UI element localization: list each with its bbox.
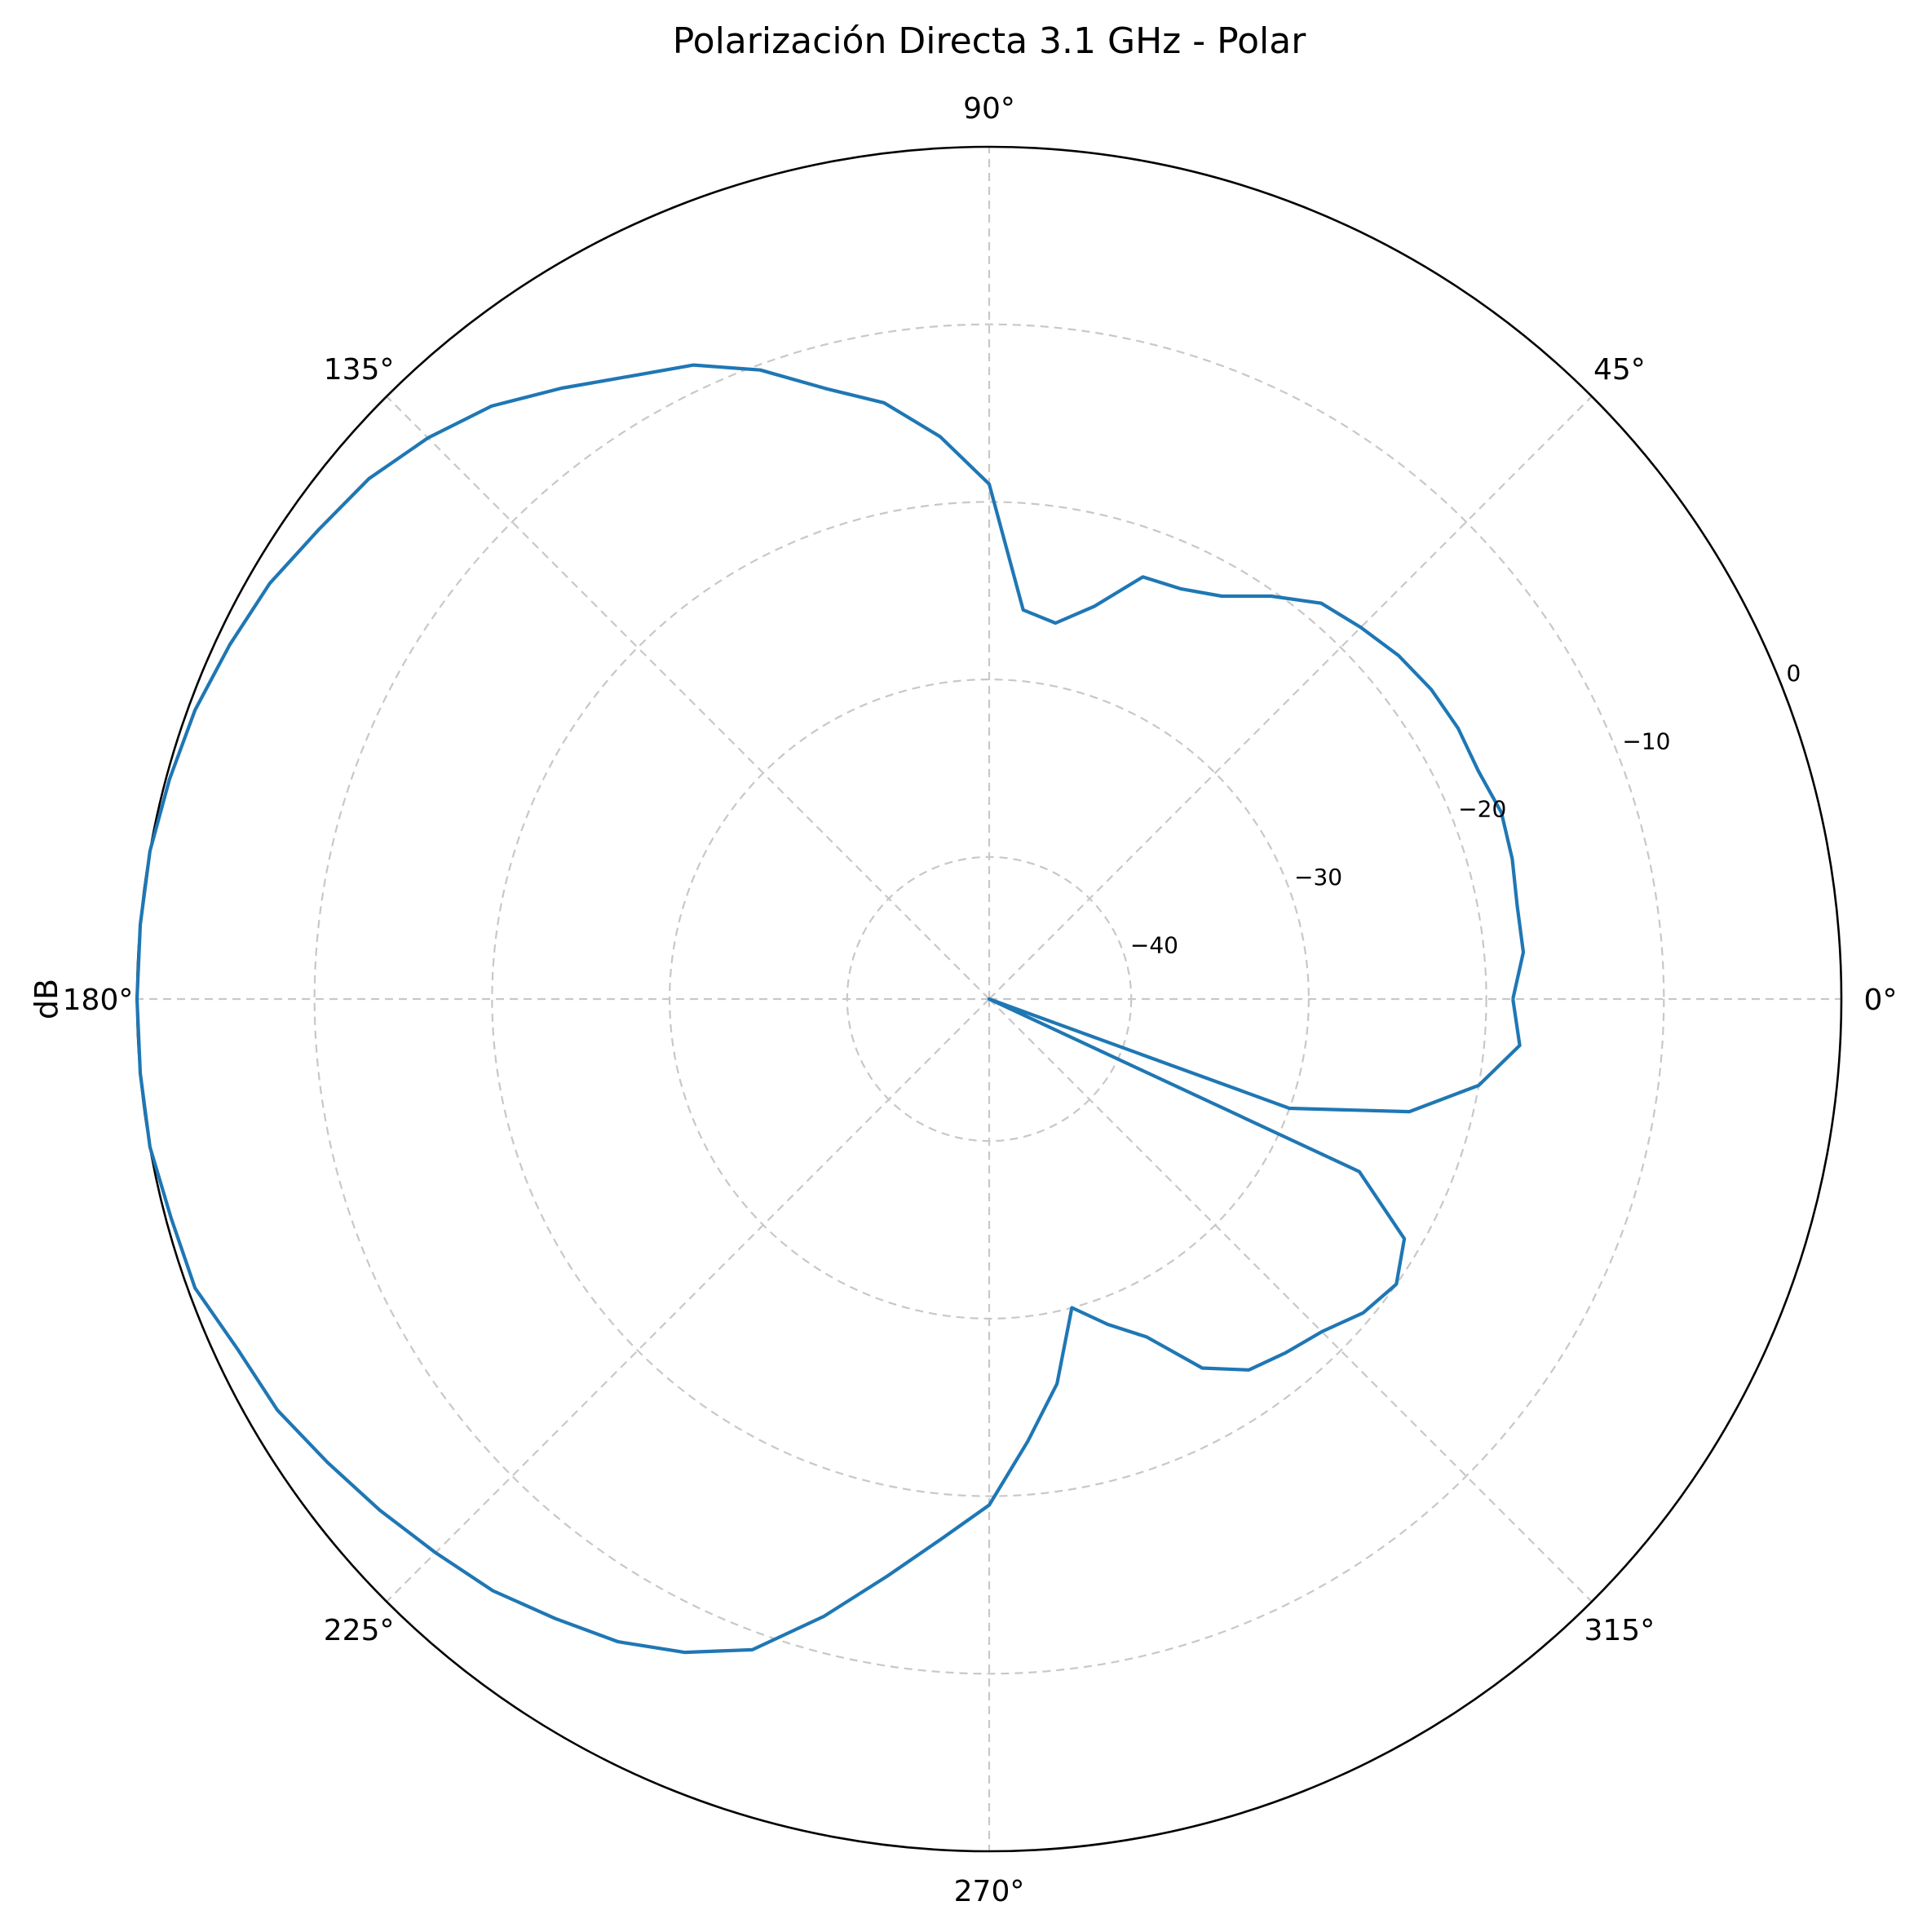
angle-tick-label: 180° <box>63 984 134 1017</box>
angular-gridline <box>386 998 990 1603</box>
angle-tick-label: 270° <box>954 1875 1025 1908</box>
angle-tick-label: 0° <box>1864 984 1898 1017</box>
angle-tick-labels: 0° 45° 90° 135° 180° 225° 270° 315° <box>63 92 1898 1908</box>
angular-gridline <box>988 396 1593 1000</box>
radial-tick-label: −30 <box>1294 864 1342 891</box>
angle-tick-label: 45° <box>1593 353 1646 387</box>
angular-gridline <box>988 998 1593 1603</box>
chart-title: Polarización Directa 3.1 GHz - Polar <box>673 20 1307 62</box>
angular-gridline <box>386 396 990 1000</box>
radial-gridline <box>313 323 1665 1675</box>
angle-tick-label: 315° <box>1584 1614 1655 1647</box>
series-layer <box>135 363 1526 1655</box>
radial-tick-label: −20 <box>1458 796 1506 823</box>
radial-tick-labels: −40 −30 −20 −10 0 <box>1130 660 1801 958</box>
series-line <box>135 363 1526 1655</box>
y-axis-label: dB <box>29 979 64 1019</box>
angle-tick-label: 90° <box>963 92 1015 126</box>
radial-tick-label: −10 <box>1622 727 1670 754</box>
radial-tick-label: 0 <box>1786 660 1801 687</box>
angle-tick-label: 135° <box>324 353 395 387</box>
polar-grid <box>137 147 1841 1851</box>
radial-tick-label: −40 <box>1130 931 1178 958</box>
angle-tick-label: 225° <box>324 1614 395 1647</box>
radial-gridline <box>491 501 1487 1497</box>
